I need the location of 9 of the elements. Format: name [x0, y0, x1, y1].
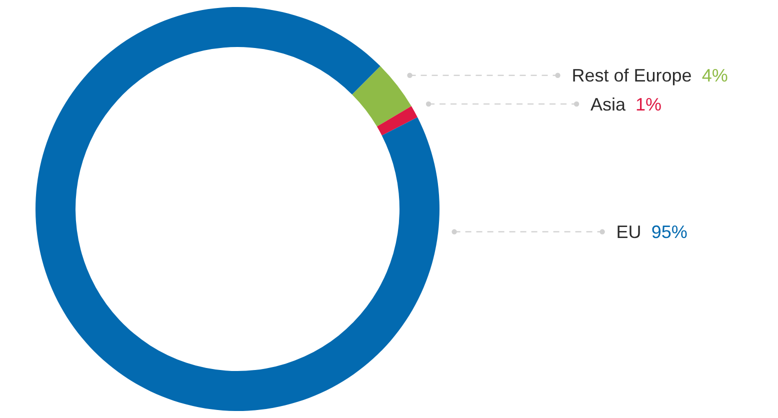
donut-slice [352, 66, 412, 127]
donut-slice [36, 7, 440, 411]
data-label: 95% [651, 222, 688, 242]
slice-label: Rest of Europe [572, 66, 692, 86]
data-label: 4% [702, 66, 728, 86]
slice-label: EU [616, 222, 642, 242]
data-label: 1% [636, 94, 662, 114]
slice-label: Asia [590, 94, 627, 114]
donut-slice [376, 106, 418, 136]
